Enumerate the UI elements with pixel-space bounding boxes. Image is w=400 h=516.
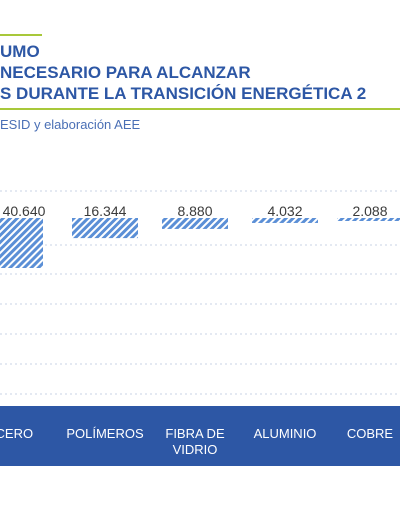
category-axis-band: [0, 406, 400, 466]
bar-2: [162, 218, 228, 229]
bar-4: [337, 218, 400, 221]
category-label-line: ALUMINIO: [253, 426, 317, 441]
bar-1: [72, 218, 138, 239]
data-label-3: 4.032: [267, 203, 302, 219]
category-label-1: POLÍMEROS: [60, 426, 150, 442]
chart-title-line-2: NECESARIO PARA ALCANZAR: [0, 63, 251, 82]
category-label-line: ACERO: [0, 426, 34, 441]
title-bottom-rule: [0, 108, 400, 110]
category-label-line: COBRE: [346, 426, 394, 441]
data-label-1: 16.344: [84, 203, 127, 219]
data-label-0: 40.640: [3, 203, 46, 219]
category-label-2: FIBRA DE VIDRIO: [150, 426, 240, 458]
chart-title-line-3: S DURANTE LA TRANSICIÓN ENERGÉTICA 2: [0, 84, 367, 103]
bar-0: [0, 218, 43, 268]
source-note: ESID y elaboración AEE: [0, 117, 141, 132]
bar-3: [252, 218, 318, 223]
category-label-line: POLÍMEROS: [66, 426, 144, 441]
title-top-rule: [0, 34, 42, 36]
category-label-4: COBRE: [325, 426, 400, 442]
data-label-4: 2.088: [352, 203, 387, 219]
chart-title-line-1: UMO: [0, 42, 40, 61]
category-label-0: ACERO: [0, 426, 55, 442]
data-label-2: 8.880: [177, 203, 212, 219]
category-label-line: VIDRIO: [172, 442, 218, 457]
category-label-line: FIBRA DE: [165, 426, 225, 441]
category-label-3: ALUMINIO: [240, 426, 330, 442]
